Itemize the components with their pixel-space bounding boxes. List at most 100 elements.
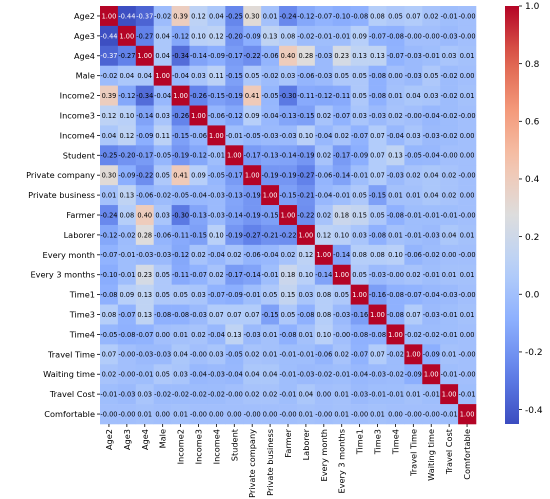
cell-value-label: 0.03	[209, 351, 224, 359]
heatmap-cell	[117, 165, 137, 186]
cell-value-label: -0.04	[315, 192, 332, 200]
cell-value-label: -0.37	[136, 12, 153, 20]
heatmap-cell	[225, 185, 244, 206]
cell-value-label: 0.02	[442, 172, 457, 180]
heatmap-cell	[332, 165, 351, 186]
heatmap-cell	[422, 145, 441, 166]
heatmap-cell	[296, 384, 316, 405]
heatmap-cell	[100, 304, 119, 325]
cell-value-label: -0.09	[208, 52, 225, 60]
cell-value-label: -0.04	[262, 112, 279, 120]
cell-value-label: 1.00	[442, 391, 457, 399]
cell-value-label: -0.17	[226, 271, 243, 279]
cell-value-label: -0.02	[154, 192, 171, 200]
cell-value-label: -0.01	[333, 371, 350, 379]
heatmap-cell	[153, 224, 172, 246]
heatmap-cell	[404, 165, 423, 186]
cell-value-label: 1.00	[334, 271, 349, 279]
heatmap-cell	[207, 165, 226, 186]
cell-value-label: -0.12	[100, 231, 117, 239]
heatmap-cell	[404, 404, 423, 425]
cell-value-label: 0.39	[102, 92, 117, 100]
heatmap-cell	[153, 185, 172, 206]
heatmap-cell	[279, 224, 298, 246]
cell-value-label: -0.06	[154, 231, 171, 239]
heatmap-cell	[243, 65, 262, 86]
heatmap-cell	[261, 145, 280, 166]
cell-value-label: 0.01	[263, 351, 278, 359]
heatmap-cell	[350, 284, 369, 305]
heatmap-cell	[135, 85, 155, 106]
cell-value-label: -0.04	[262, 251, 279, 259]
heatmap-cell	[153, 264, 172, 285]
heatmap-cell	[404, 85, 423, 106]
cell-value-label: -0.14	[190, 52, 207, 60]
heatmap-cell	[296, 45, 316, 67]
heatmap-cell	[404, 304, 423, 325]
cell-value-label: 0.05	[245, 72, 260, 80]
cell-value-label: -0.09	[136, 132, 153, 140]
heatmap-cell	[100, 324, 119, 345]
cell-value-label: -0.08	[297, 311, 314, 319]
cell-value-label: 0.39	[173, 12, 188, 20]
heatmap-cell	[458, 244, 477, 266]
cell-value-label: 0.00	[388, 410, 403, 418]
cell-value-label: -0.11	[172, 231, 189, 239]
heatmap-cell	[386, 45, 405, 67]
heatmap-cell	[458, 264, 477, 285]
heatmap-cell	[243, 105, 262, 126]
cell-value-label: 0.07	[370, 152, 385, 160]
heatmap-cell	[243, 264, 262, 285]
cell-value-label: 0.12	[299, 251, 314, 259]
heatmap-cell	[386, 105, 405, 126]
heatmap-cell	[117, 264, 137, 285]
cell-value-label: -0.02	[154, 12, 171, 20]
heatmap-cell	[225, 224, 244, 246]
cell-value-label: 0.18	[334, 211, 349, 219]
cell-value-label: 0.01	[442, 271, 457, 279]
heatmap-cell	[350, 185, 369, 206]
cell-value-label: -0.06	[297, 72, 314, 80]
cell-value-label: -0.15	[262, 211, 279, 219]
heatmap-cell	[171, 205, 190, 226]
cell-value-label: 0.01	[137, 410, 152, 418]
cell-value-label: -0.15	[369, 192, 386, 200]
cell-value-label: -0.19	[226, 92, 243, 100]
heatmap-cell	[440, 165, 459, 186]
heatmap-cell	[296, 105, 316, 126]
cell-value-label: 0.02	[334, 351, 349, 359]
cell-value-label: -0.00	[100, 410, 117, 418]
heatmap-cell	[440, 384, 459, 405]
cell-value-label: -0.00	[118, 371, 135, 379]
heatmap-cell	[458, 125, 477, 146]
cell-value-label: -0.01	[118, 251, 135, 259]
cell-value-label: -0.14	[333, 172, 350, 180]
heatmap-cell	[225, 344, 244, 365]
heatmap-cell	[332, 125, 351, 146]
cell-value-label: 0.13	[263, 32, 278, 40]
cell-value-label: 0.05	[263, 291, 278, 299]
cell-value-label: -0.08	[387, 311, 404, 319]
cell-value-label: 0.02	[227, 251, 242, 259]
heatmap-cell	[386, 384, 405, 405]
heatmap-cell	[135, 205, 155, 226]
heatmap-cell	[368, 364, 387, 385]
heatmap-cell	[135, 185, 155, 206]
heatmap-cell	[404, 125, 423, 146]
heatmap-cell	[314, 224, 334, 246]
heatmap-cell	[153, 344, 172, 365]
cell-value-label: 0.05	[155, 371, 170, 379]
cell-value-label: 0.08	[370, 12, 385, 20]
colorbar-tick-label: -0.2	[525, 348, 543, 358]
heatmap-cell	[279, 65, 298, 86]
cell-value-label: -0.08	[369, 72, 386, 80]
heatmap-cell	[189, 364, 208, 385]
cell-value-label: 0.07	[370, 172, 385, 180]
heatmap-cell	[279, 125, 298, 146]
column-label: Waiting time	[426, 429, 436, 481]
heatmap-cell	[189, 145, 208, 166]
cell-value-label: -0.08	[351, 331, 368, 339]
heatmap-cell	[189, 125, 208, 146]
cell-value-label: 0.10	[334, 231, 349, 239]
heatmap-cell	[350, 165, 369, 186]
